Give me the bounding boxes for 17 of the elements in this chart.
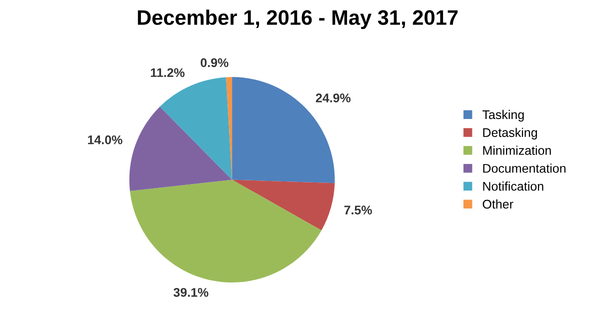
data-label: 24.9% — [316, 94, 351, 102]
chart-title: December 1, 2016 - May 31, 2017 — [138, 10, 458, 30]
legend-label: Minimization — [483, 146, 551, 155]
legend-label: Documentation — [483, 164, 566, 173]
data-label: 39.1% — [174, 288, 208, 297]
pie-slice — [129, 106, 232, 191]
data-label: 7.5% — [344, 206, 372, 214]
data-label: 0.9% — [200, 58, 228, 68]
data-label: 11.2% — [150, 68, 185, 78]
pie-slice — [232, 180, 335, 230]
pie-slice — [160, 77, 232, 180]
legend-label: Notification — [483, 182, 544, 191]
pie-slice — [130, 180, 322, 282]
legend-label: Detasking — [483, 128, 537, 140]
legend-label: Other — [482, 199, 514, 209]
data-label: 14.0% — [88, 135, 122, 144]
legend-label: Tasking — [482, 110, 524, 122]
